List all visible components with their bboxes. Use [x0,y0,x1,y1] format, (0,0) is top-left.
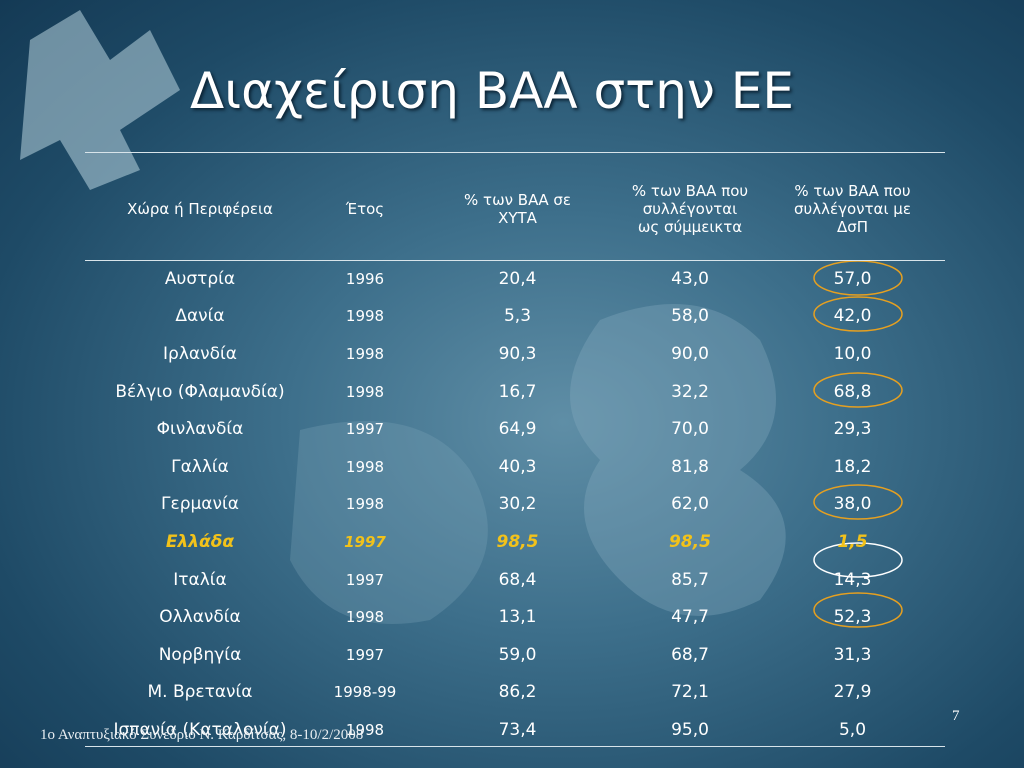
table-row: Νορβηγία 1997 59,0 68,7 31,3 [85,636,945,674]
table-cell: 64,9 [498,419,537,440]
table-cell: Ολλανδία [159,607,241,628]
table-cell: 5,3 [503,306,532,327]
table-cell: 16,7 [498,381,537,402]
table-cell: 62,0 [671,494,709,515]
table-cell: 58,0 [671,306,709,327]
table-cell: 95,0 [671,719,709,740]
table-cell: Ελλάδα [165,531,235,552]
table-cell: Ιρλανδία [163,343,237,364]
slide-title: Διαχείριση ΒΑΑ στην ΕΕ [190,62,794,120]
header-text: % των ΒΑΑ που συλλέγονται ως σύμμεικτα [631,182,749,236]
table-cell: 1996 [345,269,385,288]
footer: 1ο Αναπτυξιακό Συνέδριο Ν. Καρδίτσας, 8-… [40,727,364,743]
table-cell: 1997 [345,645,385,664]
table-row: Ιρλανδία 1998 90,3 90,0 10,0 [85,335,945,373]
table-cell: 90,3 [498,343,537,364]
table-row: Ιταλία 1997 68,4 85,7 14,3 [85,561,945,599]
table-cell: 32,2 [671,381,709,402]
table-cell: 40,3 [498,456,537,477]
header-rule [85,260,945,261]
table-cell: 47,7 [671,607,709,628]
table-cell: Μ. Βρετανία [147,682,253,703]
table-cell: 81,8 [671,456,709,477]
title-rule [85,152,945,153]
table-row: Αυστρία 1996 20,4 43,0 57,0 [85,260,945,298]
table-row: Φινλανδία 1997 64,9 70,0 29,3 [85,410,945,448]
table-cell: 1998 [345,720,385,739]
header-text: Έτος [345,200,385,218]
table-cell: 1998 [345,382,385,401]
table-cell: 57,0 [833,268,872,289]
table-cell: 18,2 [833,456,872,477]
table-cell: Ιταλία [173,569,227,590]
table-cell: 86,2 [498,682,537,703]
table-cell: 1997 [345,420,385,439]
table-cell: 72,1 [671,682,709,703]
table-cell: 1997 [344,532,386,551]
header-cell: % των ΒΑΑ που συλλέγονται με ΔσΠ [760,158,945,260]
table-cell: 1,5 [837,531,868,552]
table-cell: 68,4 [498,569,537,590]
table-row: Ολλανδία 1998 13,1 47,7 52,3 [85,598,945,636]
table-cell: Νορβηγία [158,644,242,665]
table-cell: 29,3 [833,419,872,440]
table-row: Μ. Βρετανία 1998-99 86,2 72,1 27,9 [85,674,945,712]
table-cell: 1998 [345,307,385,326]
bottom-rule [85,746,945,747]
table-cell: 1998 [345,344,385,363]
table-cell: 20,4 [498,268,537,289]
table-cell: Δανία [175,306,225,327]
header-text: Χώρα ή Περιφέρεια [127,200,273,218]
table-cell: 73,4 [498,719,537,740]
table-cell: 98,5 [669,531,711,552]
header-text: % των ΒΑΑ που συλλέγονται με ΔσΠ [794,182,911,236]
table-cell: Γερμανία [161,494,239,515]
table-row: Ισπανία (Καταλονία) 1998 73,4 95,0 5,0 [85,711,945,749]
table-cell: 30,2 [498,494,537,515]
table-row: Ελλάδα 1997 98,5 98,5 1,5 [85,523,945,561]
table-row: Γαλλία 1998 40,3 81,8 18,2 [85,448,945,486]
table-cell: 14,3 [833,569,872,590]
table-cell: Αυστρία [164,268,236,289]
table-cell: Φινλανδία [156,419,244,440]
header-text: % των ΒΑΑ σε ΧΥΤΑ [464,191,571,227]
table-cell: 5,0 [838,719,867,740]
table-cell: 59,0 [498,644,537,665]
table-cell: 43,0 [671,268,709,289]
header-cell: % των ΒΑΑ που συλλέγονται ως σύμμεικτα [620,158,760,260]
table-row: Γερμανία 1998 30,2 62,0 38,0 [85,486,945,524]
table-cell: 10,0 [833,343,872,364]
table-cell: 52,3 [833,607,872,628]
table-cell: 98,5 [496,531,539,552]
table-cell: 42,0 [833,306,872,327]
table-cell: 1998-99 [333,683,397,702]
table-cell: 68,7 [671,644,709,665]
table-cell: 31,3 [833,644,872,665]
table-cell: 1998 [345,608,385,627]
table-row: Δανία 1998 5,3 58,0 42,0 [85,298,945,336]
table-cell: Γαλλία [171,456,229,477]
table-row: Βέλγιο (Φλαμανδία) 1998 16,7 32,2 68,8 [85,373,945,411]
table-cell: 90,0 [671,343,709,364]
table-cell: 27,9 [833,682,872,703]
table-cell: 1998 [345,457,385,476]
table-cell: 1997 [345,570,385,589]
table-cell: 38,0 [833,494,872,515]
header-cell: Έτος [315,158,415,260]
header-cell: % των ΒΑΑ σε ΧΥΤΑ [415,158,620,260]
table-cell: Ισπανία (Καταλονία) [113,719,287,740]
page-number: 7 [952,708,960,724]
data-table: Χώρα ή Περιφέρεια Έτος % των ΒΑΑ σε ΧΥΤΑ % … [85,158,945,749]
header-cell: Χώρα ή Περιφέρεια [85,158,315,260]
table-cell: 1998 [345,495,385,514]
table-cell: Βέλγιο (Φλαμανδία) [115,381,285,402]
table-cell: 85,7 [671,569,709,590]
table-cell: 13,1 [498,607,537,628]
table-cell: 70,0 [671,419,709,440]
table-cell: 68,8 [833,381,872,402]
